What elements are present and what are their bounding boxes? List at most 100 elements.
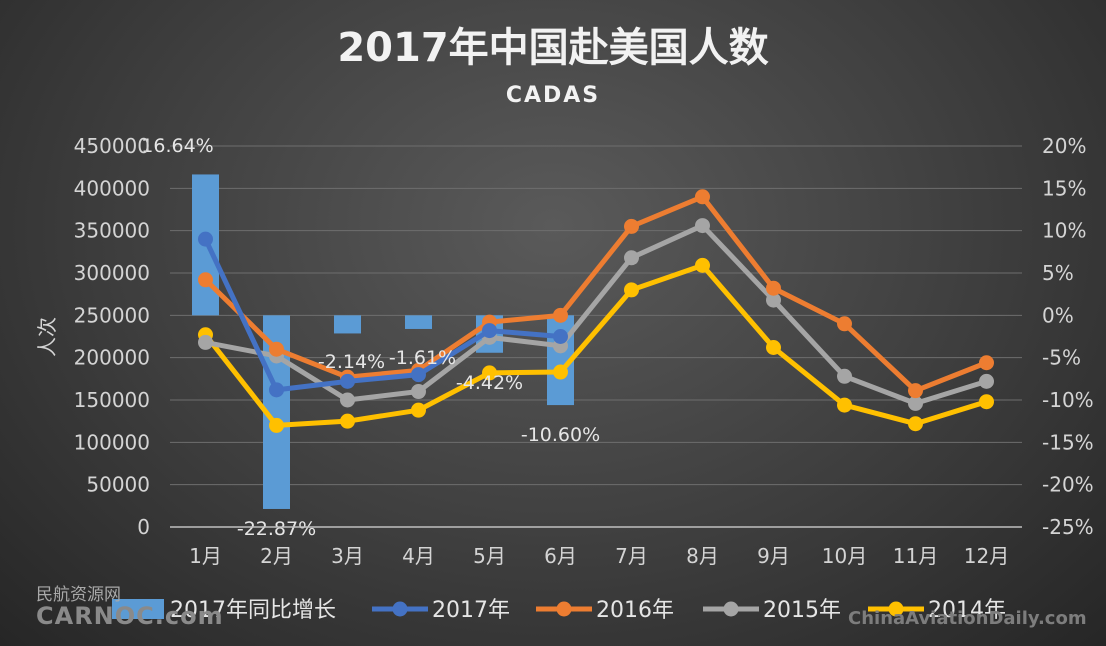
y-tick-right: 10% [1042,219,1086,243]
watermark-cadaily: ChinaAviationDaily.com [848,608,1087,629]
x-tick: 3月 [331,544,364,568]
chart-subtitle: CADAS [506,83,600,108]
legend-label-2017e5b9b4: 2017年 [432,598,510,623]
point-2016e5b9b4 [624,218,639,234]
point-2015e5b9b4 [695,218,710,234]
point-2014e5b9b4 [411,402,426,418]
point-2017e5b9b4 [198,231,213,247]
bar-data-label: -1.61% [389,347,456,369]
point-2014e5b9b4 [908,416,923,432]
x-tick: 12月 [964,544,1009,568]
point-2015e5b9b4 [766,292,781,308]
x-tick: 7月 [615,544,648,568]
point-2015e5b9b4 [908,395,923,411]
x-tick: 10月 [822,544,867,568]
legend-marker-2015e5b9b4 [723,601,739,617]
bar-data-label: -4.42% [456,372,523,394]
point-2016e5b9b4 [269,341,284,357]
y-tick-left: 150000 [74,388,150,412]
point-2014e5b9b4 [766,340,781,356]
legend: 2017年同比增长 2017年 2016年 2015年 2014年 [112,598,1006,623]
y-tick-right: 5% [1042,261,1074,285]
y-tick-right: 15% [1042,176,1086,200]
bar-data-label: 16.64% [141,135,213,157]
point-2016e5b9b4 [908,383,923,399]
point-2014e5b9b4 [979,394,994,410]
x-tick: 11月 [893,544,938,568]
y-tick-right: -20% [1042,473,1094,497]
point-2017e5b9b4 [553,329,568,344]
point-2014e5b9b4 [269,417,284,433]
point-2016e5b9b4 [979,355,994,371]
bar-data-label: -22.87% [237,518,316,540]
y-tick-left: 50000 [86,473,150,497]
y-tick-left: 100000 [74,430,150,454]
legend-marker-2014e5b9b4 [888,601,904,617]
point-2014e5b9b4 [624,282,639,298]
point-2015e5b9b4 [198,334,213,350]
x-tick: 8月 [686,544,719,568]
bar-data-label: -2.14% [318,351,385,373]
watermark-carnoc: CARNOC.com [36,602,224,630]
chart-title: 2017年中国赴美国人数 [337,25,768,71]
y-tick-right: 20% [1042,134,1086,158]
point-2015e5b9b4 [624,250,639,266]
legend-marker-2017e5b9b4 [392,601,408,617]
y-tick-left: 450000 [74,134,150,158]
y-tick-right: -5% [1042,346,1081,370]
point-2016e5b9b4 [198,272,213,288]
point-2015e5b9b4 [340,392,355,408]
point-2017e5b9b4 [269,382,284,398]
point-2015e5b9b4 [979,373,994,389]
point-2016e5b9b4 [695,189,710,205]
x-tick: 6月 [544,544,577,568]
series-line-2016e5b9b4 [203,194,989,394]
bar [405,315,432,329]
x-tick: 9月 [757,544,790,568]
bar-data-label: -10.60% [521,424,600,446]
y-tick-right: 0% [1042,303,1074,327]
watermark-cn: 民航资源网 [36,585,121,605]
point-2014e5b9b4 [340,413,355,429]
y-tick-right: -25% [1042,515,1094,539]
legend-label-2015e5b9b4: 2015年 [763,598,841,623]
series-line-2017e5b9b4 [203,236,563,393]
data-labels: 16.64% -22.87% -2.14% -1.61%-4.42% -10.60% [141,135,600,540]
x-tick: 2月 [260,544,293,568]
legend-swatch-2017e5b9b4e5908ce6af94e5a29ee995bf [112,599,164,619]
point-2016e5b9b4 [766,280,781,296]
y-tick-left: 0 [137,515,150,539]
y-tick-left: 200000 [74,346,150,370]
point-2014e5b9b4 [695,257,710,273]
point-2017e5b9b4 [340,373,355,389]
y-tick-left: 400000 [74,176,150,200]
bar [334,315,361,334]
x-tick: 5月 [473,544,506,568]
point-2015e5b9b4 [837,368,852,384]
legend-label-2014e5b9b4: 2014年 [928,598,1006,623]
point-2014e5b9b4 [482,365,497,381]
legend-label-2017e5b9b4e5908ce6af94e5a29ee995bf: 2017年同比增长 [170,598,336,623]
x-tick: 4月 [402,544,435,568]
y-tick-left: 300000 [74,261,150,285]
point-2014e5b9b4 [837,397,852,413]
point-2017e5b9b4 [411,367,426,383]
legend-marker-2016e5b9b4 [556,601,572,617]
series-line-2015e5b9b4 [203,223,989,406]
x-tick: 1月 [189,544,222,568]
series-line-2014e5b9b4 [203,262,989,428]
y-tick-right: -10% [1042,388,1094,412]
point-2015e5b9b4 [411,384,426,400]
axes: 0 50000 100000 150000 200000 250000 300000 3500… [74,134,1094,568]
y-tick-right: -15% [1042,430,1094,454]
watermarks: 民航资源网 CARNOC.com ChinaAviationDaily.com [36,585,1087,630]
point-2014e5b9b4 [553,364,568,380]
y-tick-left: 350000 [74,219,150,243]
point-2016e5b9b4 [553,307,568,323]
point-2016e5b9b4 [837,316,852,332]
point-2017e5b9b4 [482,323,497,339]
y-axis-label: 人次 [35,317,59,357]
y-tick-left: 250000 [74,303,150,327]
